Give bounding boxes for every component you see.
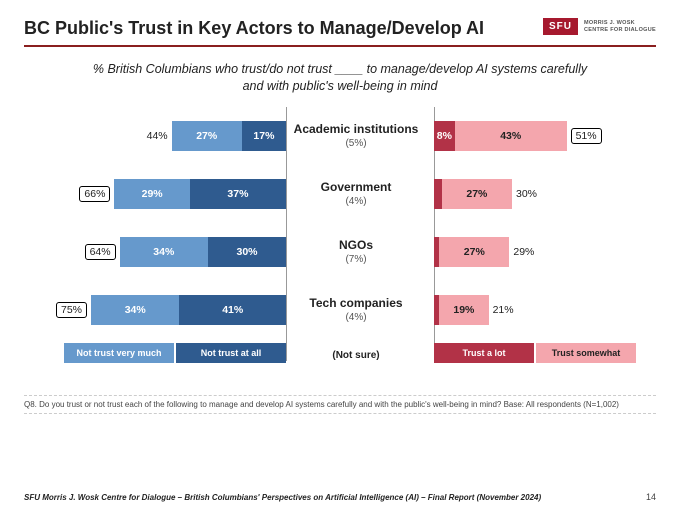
bar-trust-somewhat: 27%	[442, 179, 512, 209]
trust-total: 21%	[493, 304, 514, 316]
legend-not-sure: (Not sure)	[286, 343, 426, 369]
header: BC Public's Trust in Key Actors to Manag…	[24, 18, 656, 47]
legend-trust-a-lot: Trust a lot	[434, 343, 534, 363]
trust-bars: 27% 30%	[434, 171, 656, 217]
trust-bars: 8%43%51%	[434, 113, 656, 159]
bar-trust-a-lot	[434, 179, 442, 209]
bar-trust-a-lot: 8%	[434, 121, 455, 151]
actor-label: Tech companies (4%)	[286, 296, 426, 323]
trust-bars: 19% 21%	[434, 287, 656, 333]
page-title: BC Public's Trust in Key Actors to Manag…	[24, 18, 484, 39]
footer: SFU Morris J. Wosk Centre for Dialogue –…	[24, 492, 656, 502]
actor-name: Government	[286, 180, 426, 194]
footer-text: SFU Morris J. Wosk Centre for Dialogue –…	[24, 493, 541, 502]
chart-row: 64%34%30%NGOs (7%) 27% 29%	[24, 229, 656, 275]
chart-row: 66%29%37%Government (4%) 27% 30%	[24, 171, 656, 217]
actor-label: NGOs (7%)	[286, 238, 426, 265]
distrust-total: 44%	[147, 130, 168, 142]
distrust-bars: 75%34%41%	[26, 287, 286, 333]
distrust-total: 64%	[85, 244, 116, 260]
not-sure-pct: (5%)	[286, 138, 426, 149]
legend-trust-somewhat: Trust somewhat	[536, 343, 636, 363]
not-sure-pct: (4%)	[286, 196, 426, 207]
bar-not-trust-at-all: 41%	[179, 295, 286, 325]
sfu-logo: SFU MORRIS J. WOSK CENTRE FOR DIALOGUE	[543, 18, 656, 35]
bar-trust-somewhat: 27%	[439, 237, 509, 267]
bar-not-trust-very-much: 34%	[120, 237, 208, 267]
chart-subtitle: % British Columbians who trust/do not tr…	[84, 61, 596, 95]
distrust-total: 75%	[56, 302, 87, 318]
not-sure-pct: (4%)	[286, 312, 426, 323]
not-sure-pct: (7%)	[286, 254, 426, 265]
actor-name: Tech companies	[286, 296, 426, 310]
slide: BC Public's Trust in Key Actors to Manag…	[0, 0, 680, 510]
distrust-bars: 64%34%30%	[26, 229, 286, 275]
legend-not-trust-at-all: Not trust at all	[176, 343, 286, 363]
bar-not-trust-at-all: 17%	[242, 121, 286, 151]
legend-left: Not trust very muchNot trust at all	[46, 343, 286, 363]
actor-label: Academic institutions (5%)	[286, 122, 426, 149]
bar-not-trust-very-much: 34%	[91, 295, 179, 325]
trust-total: 30%	[516, 188, 537, 200]
chart-row: 75%34%41%Tech companies (4%) 19% 21%	[24, 287, 656, 333]
actor-name: Academic institutions	[286, 122, 426, 136]
legend: Not trust very muchNot trust at all(Not …	[24, 343, 656, 369]
trust-bars: 27% 29%	[434, 229, 656, 275]
legend-not-trust-very-much: Not trust very much	[64, 343, 174, 363]
distrust-total: 66%	[79, 186, 110, 202]
bar-trust-somewhat: 19%	[439, 295, 488, 325]
bar-not-trust-at-all: 30%	[208, 237, 286, 267]
chart-row: 44% 27%17%Academic institutions (5%) 8%43%5…	[24, 113, 656, 159]
actor-label: Government (4%)	[286, 180, 426, 207]
logo-text: MORRIS J. WOSK CENTRE FOR DIALOGUE	[584, 20, 656, 33]
question-footnote: Q8. Do you trust or not trust each of th…	[24, 395, 656, 414]
actor-name: NGOs	[286, 238, 426, 252]
legend-right: Trust a lotTrust somewhat	[434, 343, 644, 363]
sfu-badge: SFU	[543, 18, 578, 35]
diverging-bar-chart: 44%27%17%Academic institutions(5%)8%43%5…	[24, 107, 656, 387]
distrust-bars: 66%29%37%	[26, 171, 286, 217]
bar-not-trust-at-all: 37%	[190, 179, 286, 209]
bar-not-trust-very-much: 29%	[114, 179, 189, 209]
bar-trust-somewhat: 43%	[455, 121, 567, 151]
trust-total: 29%	[513, 246, 534, 258]
distrust-bars: 44% 27%17%	[26, 113, 286, 159]
page-number: 14	[646, 492, 656, 502]
bar-not-trust-very-much: 27%	[172, 121, 242, 151]
trust-total: 51%	[571, 128, 602, 144]
